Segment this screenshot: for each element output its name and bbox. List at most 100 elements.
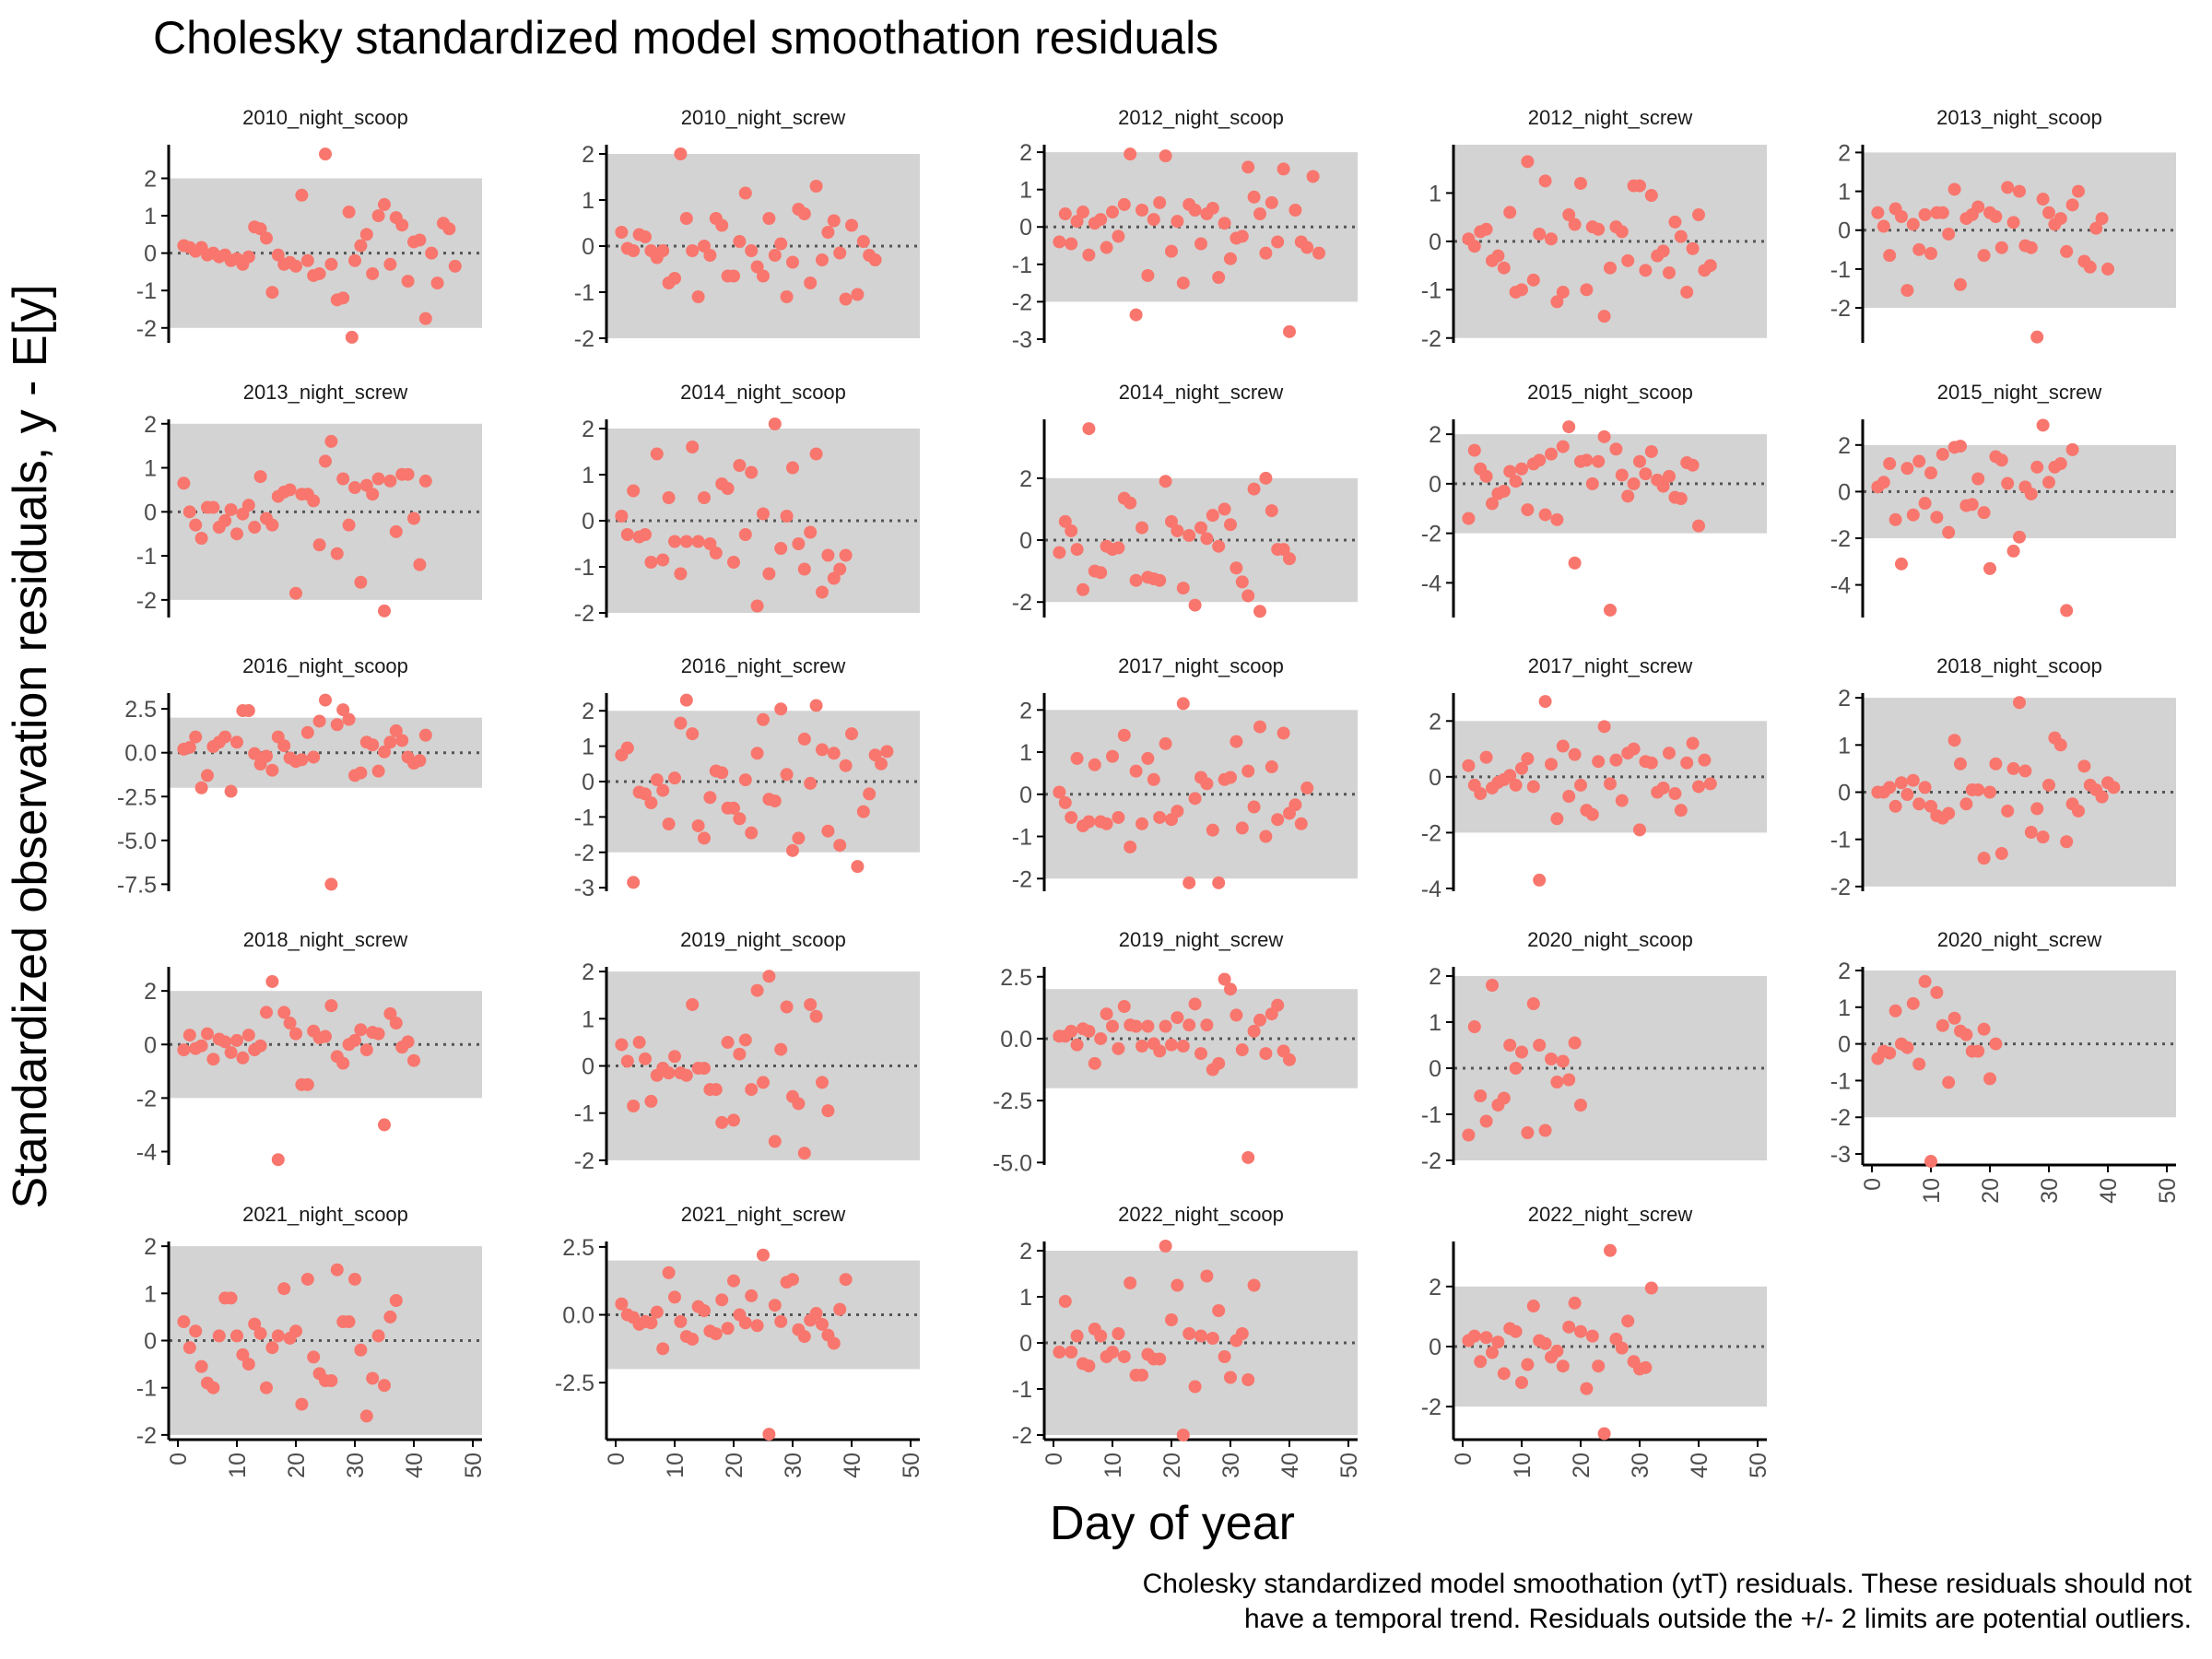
residual-point	[1703, 777, 1717, 791]
residual-point	[206, 500, 220, 514]
residual-point	[1486, 497, 1499, 511]
residual-point	[330, 1263, 344, 1277]
residual-point	[1112, 541, 1125, 555]
residual-point	[1644, 444, 1658, 458]
residual-point	[750, 747, 764, 760]
facet-strip-label: 2013_night_scoop	[1936, 106, 2102, 129]
residual-point	[745, 1083, 759, 1097]
facet-panel: 2016_night_scoop -7.5 -5.0 -2.5 0.0 2.5	[117, 654, 482, 898]
residual-point	[1912, 797, 1926, 811]
residual-point	[1509, 778, 1523, 792]
y-tick-label: 2	[1019, 1239, 1032, 1265]
residual-point	[738, 528, 752, 541]
residual-point	[1515, 1045, 1528, 1059]
residual-point	[324, 434, 338, 448]
y-tick-label: -1	[136, 1376, 157, 1402]
residual-point	[698, 1062, 711, 1076]
residual-point	[1194, 1047, 1207, 1061]
residual-point	[1106, 1346, 1119, 1359]
residual-point	[804, 276, 818, 289]
residual-point	[1888, 799, 1902, 813]
residual-point	[1930, 511, 1944, 524]
residual-point	[733, 1047, 747, 1061]
residual-point	[1188, 792, 1202, 806]
residual-point	[1129, 1019, 1143, 1033]
residual-point	[2018, 764, 2032, 778]
residual-point	[668, 272, 681, 285]
residual-point	[1545, 447, 1558, 461]
residual-point	[1247, 800, 1261, 814]
facet-panel: 2021_night_screw -2.5 0.0 2.5 0 10 20 30 40 50	[555, 1203, 924, 1478]
y-tick-label: -5.0	[117, 829, 157, 854]
y-tick-label: -2	[1830, 1105, 1851, 1131]
x-tick-label: 50	[1336, 1453, 1362, 1478]
residual-point	[639, 1052, 652, 1065]
residual-point	[194, 532, 208, 545]
residual-point	[1497, 1367, 1511, 1381]
residual-point	[691, 535, 705, 548]
residual-point	[289, 1324, 302, 1338]
residual-point	[1065, 524, 1078, 537]
residual-point	[389, 1017, 403, 1030]
residual-point	[786, 843, 799, 857]
residual-point	[289, 259, 302, 273]
residual-point	[324, 257, 338, 271]
facet-strip-label: 2019_night_scoop	[680, 928, 846, 951]
residual-point	[253, 1039, 267, 1053]
residual-point	[833, 1302, 847, 1316]
residual-point	[1491, 249, 1505, 263]
residual-point	[1235, 575, 1249, 589]
residual-point	[413, 558, 427, 571]
x-tick-label: 50	[899, 1453, 924, 1478]
residual-point	[762, 1428, 776, 1441]
residual-point	[324, 1374, 338, 1388]
residual-point	[1253, 207, 1266, 221]
residual-point	[620, 741, 634, 755]
residual-point	[1592, 454, 1606, 468]
residual-point	[1153, 573, 1167, 587]
residual-point	[1271, 813, 1285, 827]
facet-panel: 2017_night_screw -4 -2 0 2	[1421, 654, 1767, 902]
residual-point	[2001, 181, 2015, 194]
residual-point	[218, 1035, 232, 1049]
residual-point	[804, 776, 818, 790]
residual-point	[230, 1033, 243, 1047]
residual-point	[1094, 1329, 1108, 1343]
residual-point	[307, 1350, 321, 1364]
y-tick-label: -1	[1421, 277, 1441, 303]
residual-point	[1486, 1346, 1499, 1359]
y-tick-label: 2	[582, 699, 594, 724]
residual-point	[2060, 604, 2074, 618]
residual-point	[1900, 1041, 1914, 1054]
residual-point	[241, 250, 255, 264]
residual-point	[2013, 530, 2026, 544]
x-tick-label: 20	[1569, 1453, 1594, 1478]
residual-point	[733, 459, 747, 472]
residual-point	[1277, 162, 1290, 176]
residual-point	[1224, 1371, 1237, 1384]
residual-point	[1568, 218, 1582, 231]
residual-point	[1277, 543, 1290, 557]
x-tick-label: 0	[1860, 1178, 1886, 1191]
residual-point	[1171, 215, 1184, 229]
residual-point	[2089, 221, 2103, 235]
y-tick-label: 0	[1019, 782, 1032, 808]
residual-point	[2036, 830, 2050, 844]
x-tick-label: 30	[343, 1453, 369, 1478]
residual-point	[1633, 823, 1646, 837]
y-tick-label: 0.0	[124, 741, 157, 767]
residual-point	[1556, 1054, 1570, 1068]
y-tick-label: 1	[1429, 1010, 1441, 1036]
residual-point	[248, 747, 262, 760]
residual-point	[1112, 1041, 1125, 1055]
residual-point	[644, 1094, 658, 1108]
residual-point	[206, 1381, 220, 1394]
caption-line-2: have a temporal trend. Residuals outside…	[1244, 1604, 2192, 1634]
residual-point	[1294, 817, 1308, 830]
residual-point	[1188, 598, 1202, 612]
residual-point	[1954, 757, 1967, 771]
residual-point	[1265, 195, 1278, 209]
y-tick-label: -2	[1421, 522, 1441, 547]
residual-point	[674, 567, 688, 581]
